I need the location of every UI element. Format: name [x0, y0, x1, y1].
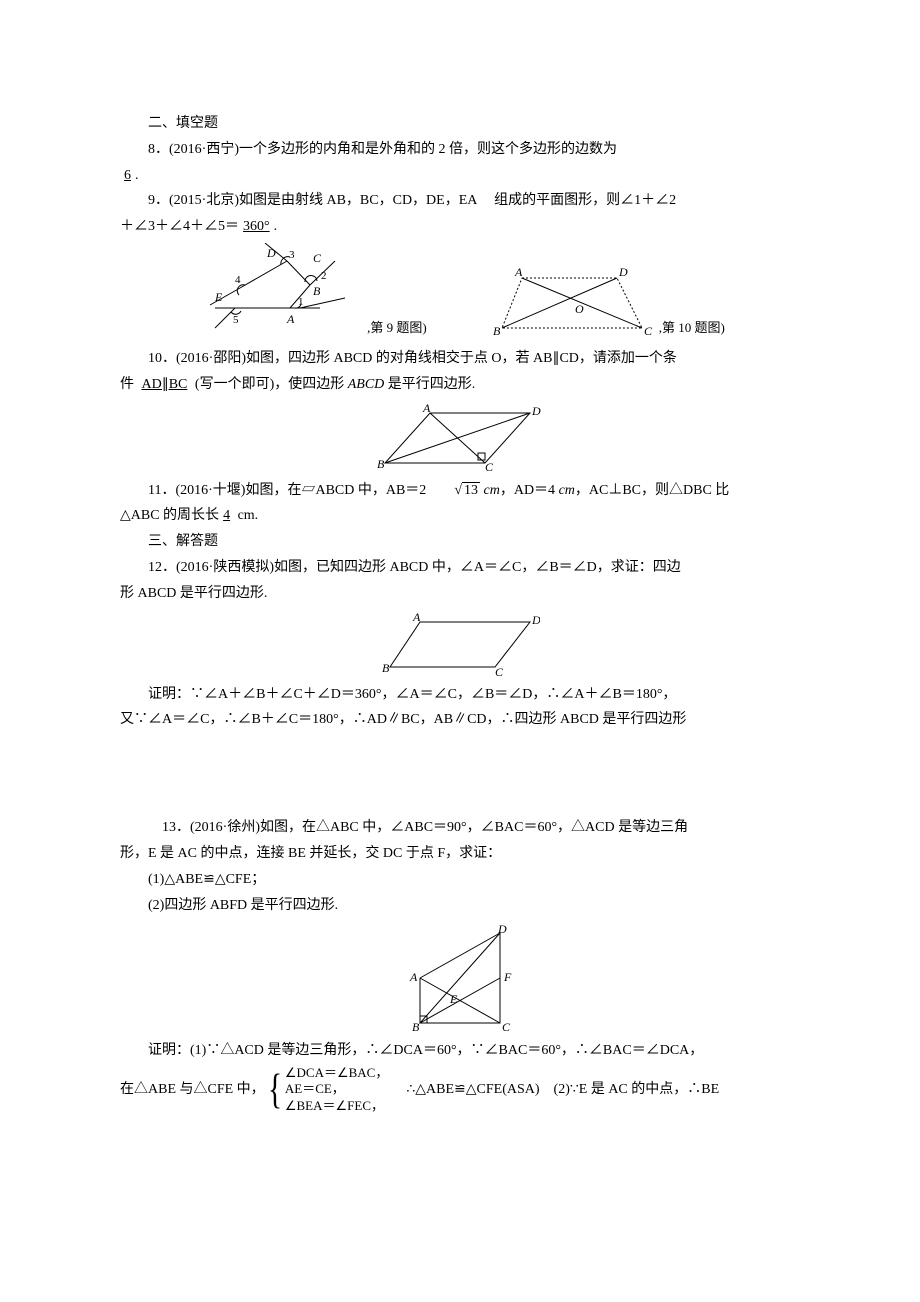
- figure-q13-wrap: A B C D E F: [120, 923, 800, 1033]
- q11-unit1: cm: [484, 483, 500, 498]
- q10-answer: AD∥BC: [138, 377, 192, 392]
- q9-line2: ＋∠3＋∠4＋∠5＝360°.: [120, 215, 800, 239]
- q8-answer: 6: [120, 168, 135, 183]
- q10-line2: 件 AD∥BC (写一个即可)，使四边形 ABCD 是平行四边形.: [120, 373, 800, 397]
- cases-block: { ∠DCA＝∠BAC， AE＝CE， ∠BEA＝∠FEC，: [265, 1065, 389, 1114]
- figure-q10-caption: ,第 10 题图): [659, 317, 725, 343]
- figure-q11-wrap: A D B C: [120, 403, 800, 473]
- q13-case2: AE＝CE，: [285, 1081, 389, 1097]
- q11-line2-suffix: cm.: [234, 508, 258, 523]
- q11-answer: 4: [219, 508, 234, 523]
- q11-label-B: B: [377, 457, 385, 471]
- q11-line2: △ABC 的周长长4 cm.: [120, 504, 800, 528]
- q12-label-C: C: [495, 665, 504, 677]
- figure-9-wrap: D C B E A 1 2 3 4 5 ,第 9 题图): [195, 243, 427, 343]
- q13-proof2-b: ∴△ABE≌△CFE(ASA) (2)∵E 是 AC 的中点，∴BE: [406, 1078, 719, 1102]
- figure-q9: D C B E A 1 2 3 4 5: [195, 243, 365, 343]
- q9-line1: 9．(2015·北京)如图是由射线 AB，BC，CD，DE，EA 组成的平面图形…: [120, 189, 800, 213]
- q13-label-C: C: [502, 1020, 511, 1033]
- q13-case3: ∠BEA＝∠FEC，: [285, 1098, 389, 1114]
- q10-line2-suffix: 是平行四边形.: [384, 377, 475, 392]
- q10-label-O: O: [575, 302, 584, 316]
- q8-text: 8．(2016·西宁)一个多边形的内角和是外角和的 2 倍，则这个多边形的边数为: [120, 138, 800, 162]
- q9-label-A: A: [286, 312, 295, 326]
- q8-prefix: 8．(2016·西宁)一个多边形的内角和是外角和的 2 倍，则这个多边形的边数为: [148, 142, 617, 157]
- figure-q10: A D B C O: [487, 263, 657, 343]
- cases-lines: ∠DCA＝∠BAC， AE＝CE， ∠BEA＝∠FEC，: [285, 1065, 389, 1114]
- figure-q13: A B C D E F: [390, 923, 530, 1033]
- figure-10-wrap: A D B C O ,第 10 题图): [487, 263, 725, 343]
- q11-label-D: D: [531, 404, 541, 418]
- q13-proof2-a: 在△ABE 与△CFE 中，: [120, 1078, 265, 1102]
- q10-line1: 10．(2016·邵阳)如图，四边形 ABCD 的对角线相交于点 O，若 AB∥…: [120, 347, 800, 371]
- q13-label-D: D: [497, 923, 507, 936]
- q9-label-3: 3: [289, 249, 295, 261]
- figure-q11: A D B C: [375, 403, 545, 473]
- q13-label-A: A: [409, 970, 418, 984]
- q11-sqrt: 13: [462, 482, 480, 498]
- q9-label-B: B: [313, 284, 321, 298]
- q12-label-A: A: [412, 612, 421, 624]
- section3-title: 三、解答题: [120, 530, 800, 554]
- q11-unit2: cm: [559, 483, 575, 498]
- q10-line2-mid: (写一个即可)，使四边形: [195, 377, 348, 392]
- q11-line1-a: 11．(2016·十堰)如图，在▱ABCD 中，AB＝2: [148, 483, 426, 498]
- q13-label-F: F: [503, 970, 512, 984]
- q10-label-C: C: [644, 324, 653, 338]
- q13-label-E: E: [449, 992, 458, 1006]
- q11-line1: 11．(2016·十堰)如图，在▱ABCD 中，AB＝2 13 cm，AD＝4 c…: [120, 479, 800, 503]
- q10-label-A: A: [514, 265, 523, 279]
- q13-label-B: B: [412, 1020, 420, 1033]
- q12-line2: 形 ABCD 是平行四边形.: [120, 582, 800, 606]
- q13-proof1: 证明：(1)∵△ACD 是等边三角形，∴∠DCA＝60°，∵∠BAC＝60°，∴…: [120, 1039, 800, 1063]
- q13-line2: 形，E 是 AC 的中点，连接 BE 并延长，交 DC 于点 F，求证：: [120, 842, 800, 866]
- q13-part2: (2)四边形 ABFD 是平行四边形.: [120, 894, 800, 918]
- q13-proof2: 在△ABE 与△CFE 中， { ∠DCA＝∠BAC， AE＝CE， ∠BEA＝…: [120, 1065, 800, 1114]
- q12-label-B: B: [382, 661, 390, 675]
- q11-line1-c: ，AD＝4: [500, 483, 559, 498]
- q9-label-5: 5: [233, 314, 239, 326]
- q11-label-A: A: [422, 403, 431, 415]
- q9-answer: 360°: [239, 219, 274, 234]
- q13-case1: ∠DCA＝∠BAC，: [285, 1065, 389, 1081]
- q12-line1: 12．(2016·陕西模拟)如图，已知四边形 ABCD 中，∠A＝∠C，∠B＝∠…: [120, 556, 800, 580]
- q8-suffix: .: [135, 168, 139, 183]
- figure-q9-caption: ,第 9 题图): [367, 317, 427, 343]
- q11-line2-prefix: △ABC 的周长长: [120, 508, 219, 523]
- section2-title: 二、填空题: [120, 112, 800, 136]
- figure-q12-wrap: A D B C: [120, 612, 800, 677]
- q9-label-2: 2: [321, 270, 327, 282]
- q12-label-D: D: [531, 613, 540, 627]
- spacing: [120, 734, 800, 814]
- q9-label-1: 1: [298, 296, 304, 308]
- q10-line2-prefix: 件: [120, 377, 134, 392]
- brace-icon: {: [268, 1069, 282, 1111]
- q11-label-C: C: [485, 460, 494, 473]
- q9-label-C: C: [313, 251, 322, 265]
- q13-line1: 13．(2016·徐州)如图，在△ABC 中，∠ABC＝90°，∠BAC＝60°…: [120, 816, 800, 840]
- sqrt-icon: 13: [426, 479, 480, 503]
- q11-line1-d: ，AC⊥BC，则△DBC 比: [575, 483, 729, 498]
- q8-answer-line: 6.: [120, 164, 800, 188]
- q13-part1: (1)△ABE≌△CFE；: [120, 868, 800, 892]
- q10-italic: ABCD: [348, 377, 385, 392]
- q12-proof1: 证明：∵∠A＋∠B＋∠C＋∠D＝360°，∠A＝∠C，∠B＝∠D，∴∠A＋∠B＝…: [120, 683, 800, 707]
- q9-label-E: E: [214, 290, 223, 304]
- q9-suffix: .: [274, 219, 278, 234]
- q12-proof2: 又∵∠A＝∠C，∴∠B＋∠C＝180°，∴AD∥BC，AB∥CD，∴四边形 AB…: [120, 708, 800, 732]
- q10-label-D: D: [618, 265, 628, 279]
- q9-line2-prefix: ＋∠3＋∠4＋∠5＝: [120, 219, 239, 234]
- figure-q12: A D B C: [380, 612, 540, 677]
- q10-label-B: B: [493, 324, 501, 338]
- q9-label-D: D: [266, 246, 276, 260]
- figure-row-9-10: D C B E A 1 2 3 4 5 ,第 9 题图): [120, 243, 800, 343]
- q9-label-4: 4: [235, 274, 241, 286]
